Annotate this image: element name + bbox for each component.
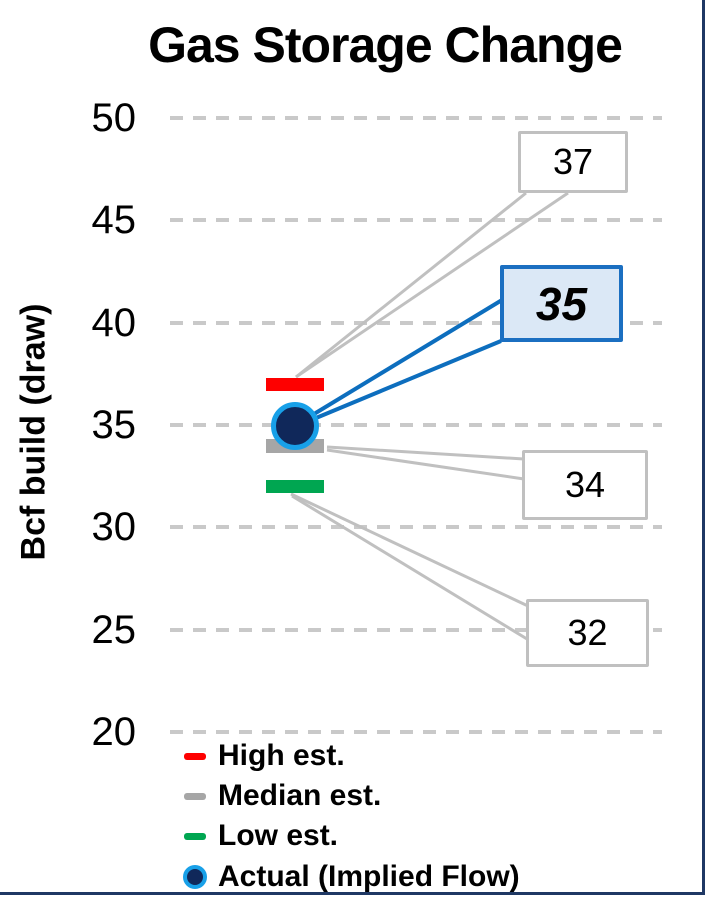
y-tick-label: 45 <box>91 198 137 242</box>
actual-marker-circle-icon <box>271 402 319 450</box>
legend-item-low-est: Low est. <box>182 816 338 856</box>
callout-median-est-value: 34 <box>564 464 606 505</box>
y-tick-label: 20 <box>91 710 137 754</box>
leader-line-32a <box>290 492 529 608</box>
legend-label-median-est: Median est. <box>218 779 382 812</box>
legend-item-median-est: Median est. <box>182 776 381 816</box>
legend-label-low-est: Low est. <box>218 819 339 852</box>
y-tick-label: 40 <box>91 301 137 345</box>
low-est-marker <box>266 480 324 493</box>
gridline-35 <box>170 423 662 427</box>
callout-low-est-value: 32 <box>567 612 608 653</box>
y-tick-label: 25 <box>91 608 137 652</box>
y-tick-label: 50 <box>91 96 137 140</box>
callout-low-est: 32 <box>526 599 649 667</box>
chart-border-bottom <box>0 892 705 895</box>
median-est-dash-icon <box>182 792 208 800</box>
low-est-dash-icon <box>182 832 208 840</box>
legend-label-actual: Actual (Implied Flow) <box>218 860 520 893</box>
leader-line-35a <box>312 298 504 416</box>
callout-actual-value: 35 <box>535 277 588 330</box>
gridline-50 <box>170 116 662 120</box>
gridline-30 <box>170 525 662 529</box>
legend-item-high-est: High est. <box>182 736 345 776</box>
leader-line-32b <box>291 494 528 641</box>
high-est-dash-icon <box>182 752 208 760</box>
y-tick-label: 35 <box>91 403 137 447</box>
high-est-marker <box>266 378 324 391</box>
gridline-45 <box>170 218 662 222</box>
gridline-20 <box>170 730 662 734</box>
chart-title: Gas Storage Change <box>148 17 623 73</box>
leader-line-34b <box>326 448 525 481</box>
callout-actual-highlighted: 35 <box>500 265 623 342</box>
callout-median-est: 34 <box>522 450 648 520</box>
actual-circle-icon <box>182 865 208 889</box>
callout-high-est: 37 <box>518 131 628 193</box>
callout-high-est-value: 37 <box>552 141 594 182</box>
leader-line-34a <box>326 445 525 461</box>
legend-label-high-est: High est. <box>218 739 345 772</box>
y-tick-label: 30 <box>91 505 137 549</box>
chart-border-right <box>702 0 705 895</box>
leader-line-35b <box>315 339 502 420</box>
legend-item-actual: Actual (Implied Flow) <box>182 857 520 897</box>
